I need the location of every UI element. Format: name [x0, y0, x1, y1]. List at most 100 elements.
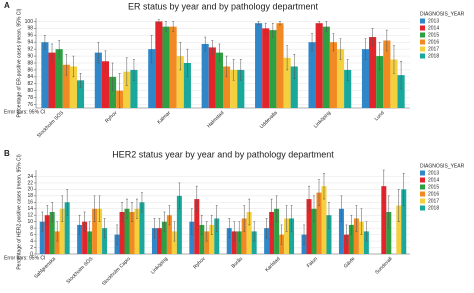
- bar: [255, 23, 263, 109]
- error-bar: [215, 205, 218, 232]
- y-tick-label: 82: [27, 81, 33, 87]
- bar: [363, 231, 369, 254]
- y-tick-label: 78: [27, 95, 33, 101]
- error-bar: [360, 208, 363, 235]
- y-tick-label: 0: [30, 251, 33, 257]
- error-bar: [232, 59, 235, 81]
- error-bar: [173, 221, 176, 242]
- x-tick-label: Borås: [230, 255, 245, 270]
- error-bar: [265, 218, 268, 239]
- error-bar: [178, 182, 181, 210]
- x-tick-label: Falun: [306, 256, 319, 269]
- bar: [208, 47, 216, 108]
- error-bar: [257, 21, 260, 26]
- bar: [109, 76, 117, 108]
- error-bar: [165, 21, 168, 33]
- bar: [156, 228, 162, 254]
- error-bar: [238, 221, 241, 242]
- error-bar: [88, 221, 91, 242]
- bar: [101, 61, 110, 108]
- bar: [336, 49, 345, 108]
- error-bar: [311, 33, 314, 52]
- error-bar: [248, 198, 251, 226]
- x-tick-label: Halmstad: [206, 110, 225, 129]
- y-tick-label: 24: [27, 174, 33, 180]
- error-bar: [346, 59, 349, 81]
- y-tick-label: 76: [27, 102, 33, 108]
- legend-title: DIAGNOSIS_YEAR: [420, 163, 465, 169]
- error-bar: [365, 221, 368, 242]
- bar: [251, 231, 257, 254]
- x-tick-label: Ryhov: [192, 256, 207, 271]
- error-bar: [290, 205, 293, 232]
- bar: [82, 221, 88, 254]
- error-bar: [264, 22, 267, 34]
- bar: [76, 80, 85, 108]
- x-tick-label: Uddevalla: [259, 110, 279, 130]
- error-bar: [58, 40, 61, 59]
- error-bar: [293, 54, 296, 79]
- bar: [264, 228, 270, 254]
- error-bar: [116, 224, 119, 245]
- error-bar: [104, 50, 107, 72]
- error-bar: [66, 189, 69, 216]
- bar: [383, 40, 391, 108]
- y-tick-label: 10: [27, 219, 33, 225]
- y-tick-label: 6: [30, 232, 33, 238]
- y-tick-label: 80: [27, 88, 33, 94]
- error-bar: [121, 202, 124, 222]
- x-tick-label: Stockholm Capio: [101, 256, 132, 287]
- bar: [262, 28, 270, 109]
- error-bar: [228, 218, 231, 239]
- error-bar: [97, 41, 100, 64]
- bar: [386, 212, 392, 254]
- error-bar: [179, 41, 182, 71]
- error-bar: [327, 202, 330, 229]
- y-tick-label: 84: [27, 74, 33, 80]
- bar: [77, 224, 83, 254]
- bar: [123, 71, 131, 108]
- y-tick-label: 12: [27, 213, 33, 219]
- bar: [151, 228, 157, 254]
- bar: [274, 208, 280, 254]
- error-bar: [83, 211, 86, 232]
- error-bar: [41, 211, 44, 232]
- y-tick-label: 8: [30, 225, 33, 231]
- error-bar: [61, 195, 64, 222]
- error-bar: [103, 218, 106, 239]
- bar: [396, 205, 402, 254]
- error-bar: [233, 221, 236, 242]
- bar: [139, 202, 145, 254]
- legend-label: 2015: [428, 32, 439, 38]
- legend-label: 2013: [428, 18, 439, 24]
- legend-label: 2014: [428, 25, 439, 31]
- error-bar: [79, 73, 82, 88]
- legend-label: 2018: [428, 205, 439, 211]
- error-bar: [200, 214, 203, 235]
- bar: [338, 208, 344, 254]
- error-bar: [392, 45, 395, 74]
- legend-swatch: [420, 18, 425, 24]
- note: Error bars: 95% CI: [4, 255, 45, 261]
- bar: [361, 49, 370, 108]
- x-tick-label: Gävle: [343, 256, 357, 270]
- bar: [48, 52, 56, 108]
- error-bar: [98, 195, 101, 222]
- error-bar: [278, 21, 281, 26]
- legend-swatch: [420, 191, 425, 197]
- legend-label: 2016: [428, 39, 439, 45]
- bar: [161, 221, 167, 254]
- error-bar: [332, 33, 335, 52]
- error-bar: [135, 198, 138, 219]
- error-bar: [225, 55, 228, 78]
- error-bar: [211, 40, 214, 55]
- error-bar: [382, 169, 385, 203]
- bar: [397, 75, 405, 108]
- y-tick-label: 16: [27, 200, 33, 206]
- y-tick-label: 100: [25, 19, 34, 25]
- error-bar: [253, 221, 256, 242]
- bar: [306, 199, 312, 254]
- y-tick-label: 4: [30, 238, 33, 244]
- legend-swatch: [420, 32, 425, 38]
